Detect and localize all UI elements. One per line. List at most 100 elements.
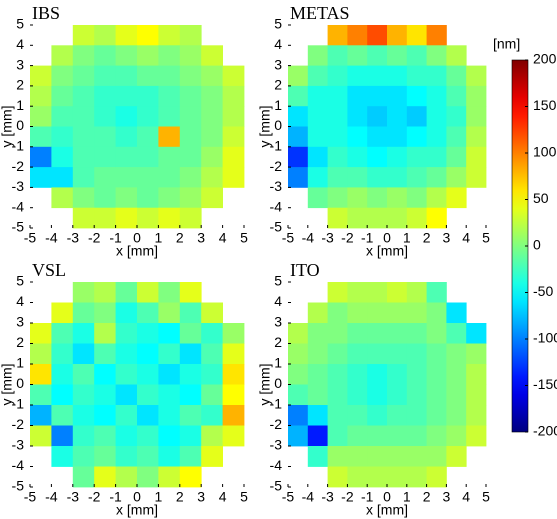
heat-cell xyxy=(137,167,159,188)
heat-cell xyxy=(94,302,116,324)
heat-cell xyxy=(158,302,181,324)
heat-cell xyxy=(466,405,487,426)
heat-cell xyxy=(288,65,309,87)
x-tick-label: -3 xyxy=(321,230,334,246)
heat-cell xyxy=(158,167,181,188)
y-tick-label: -3 xyxy=(12,178,25,194)
heat-cell xyxy=(446,65,467,87)
x-tick-label: -5 xyxy=(282,489,295,505)
heat-cell xyxy=(51,364,74,385)
x-axis-label: x [mm] xyxy=(116,243,158,259)
x-tick-label: -2 xyxy=(341,489,354,505)
x-tick-label: -4 xyxy=(302,230,315,246)
heat-cell xyxy=(406,425,427,447)
heat-cell xyxy=(426,466,447,488)
heat-cell xyxy=(446,405,467,426)
x-tick-label: 2 xyxy=(176,230,184,246)
heat-cell xyxy=(179,323,202,344)
heat-cell xyxy=(327,65,348,87)
heat-cell xyxy=(137,323,159,344)
heat-cell xyxy=(115,405,138,426)
heat-cell xyxy=(426,146,447,168)
heat-cell xyxy=(115,446,138,467)
heat-cell xyxy=(406,364,427,385)
x-tick-label: 0 xyxy=(383,489,391,505)
heat-cell xyxy=(347,364,368,385)
heat-cell xyxy=(201,446,223,467)
heat-cell xyxy=(327,85,348,107)
heat-cell xyxy=(158,65,181,87)
x-tick-label: 1 xyxy=(403,230,411,246)
heat-cell xyxy=(288,343,309,365)
heat-cell xyxy=(387,85,408,107)
heat-cell xyxy=(94,323,116,344)
heat-cell xyxy=(94,85,116,107)
y-tick-label: 0 xyxy=(274,375,282,391)
heat-cell xyxy=(426,85,447,107)
heat-cell xyxy=(367,25,388,46)
heat-cell xyxy=(307,106,328,127)
heat-cell xyxy=(367,425,388,447)
heat-cell xyxy=(179,282,202,303)
heat-cell xyxy=(115,85,138,107)
heat-cell xyxy=(137,106,159,127)
heat-cell xyxy=(406,207,427,229)
heat-cell xyxy=(201,85,223,107)
heat-cell xyxy=(466,65,487,87)
heat-cell xyxy=(94,146,116,168)
heat-cell xyxy=(30,85,52,107)
heat-cell xyxy=(201,302,223,324)
heat-cell xyxy=(327,302,348,324)
heat-cell xyxy=(201,146,223,168)
heat-cell xyxy=(72,323,95,344)
x-tick-label: -2 xyxy=(341,230,354,246)
x-tick-label: 4 xyxy=(219,230,227,246)
heat-cell xyxy=(387,146,408,168)
heat-cell xyxy=(94,25,116,46)
heat-cell xyxy=(115,25,138,46)
heat-cell xyxy=(347,405,368,426)
heat-cell xyxy=(387,425,408,447)
heat-cell xyxy=(94,187,116,209)
heat-cell xyxy=(387,405,408,426)
x-tick-label: 3 xyxy=(197,489,205,505)
heat-cell xyxy=(307,425,328,447)
y-tick-label: 2 xyxy=(16,334,24,350)
y-tick-label: 1 xyxy=(274,355,282,371)
heat-cell xyxy=(347,425,368,447)
heat-cell xyxy=(327,207,348,229)
heat-cell xyxy=(347,446,368,467)
heat-cell xyxy=(288,146,309,168)
heat-cell xyxy=(367,187,388,209)
heat-cell xyxy=(307,384,328,406)
heat-cell xyxy=(327,425,348,447)
heat-cell xyxy=(288,106,309,127)
heat-cell xyxy=(222,405,245,426)
heat-cell xyxy=(367,323,388,344)
heat-cell xyxy=(179,45,202,66)
heat-cell xyxy=(222,65,245,87)
y-axis-label: y [mm] xyxy=(0,364,15,406)
heat-cell xyxy=(115,466,138,488)
y-tick-label: 0 xyxy=(274,117,282,133)
heat-cell xyxy=(137,25,159,46)
heat-cell xyxy=(51,187,74,209)
heat-cell xyxy=(222,146,245,168)
heat-cell xyxy=(387,343,408,365)
heat-cell xyxy=(94,364,116,385)
heat-cell xyxy=(446,167,467,188)
heat-cell xyxy=(115,425,138,447)
y-tick-label: 4 xyxy=(16,293,24,309)
heat-cell xyxy=(307,364,328,385)
heat-cell xyxy=(347,167,368,188)
heat-cell xyxy=(115,207,138,229)
heat-cell xyxy=(406,323,427,344)
x-axis-label: x [mm] xyxy=(366,502,408,518)
heat-cell xyxy=(307,45,328,66)
heat-cell xyxy=(30,405,52,426)
x-tick-label: 1 xyxy=(155,489,163,505)
heat-cell xyxy=(158,187,181,209)
heat-cell xyxy=(137,65,159,87)
heat-cell xyxy=(288,126,309,148)
heat-cell xyxy=(327,323,348,344)
